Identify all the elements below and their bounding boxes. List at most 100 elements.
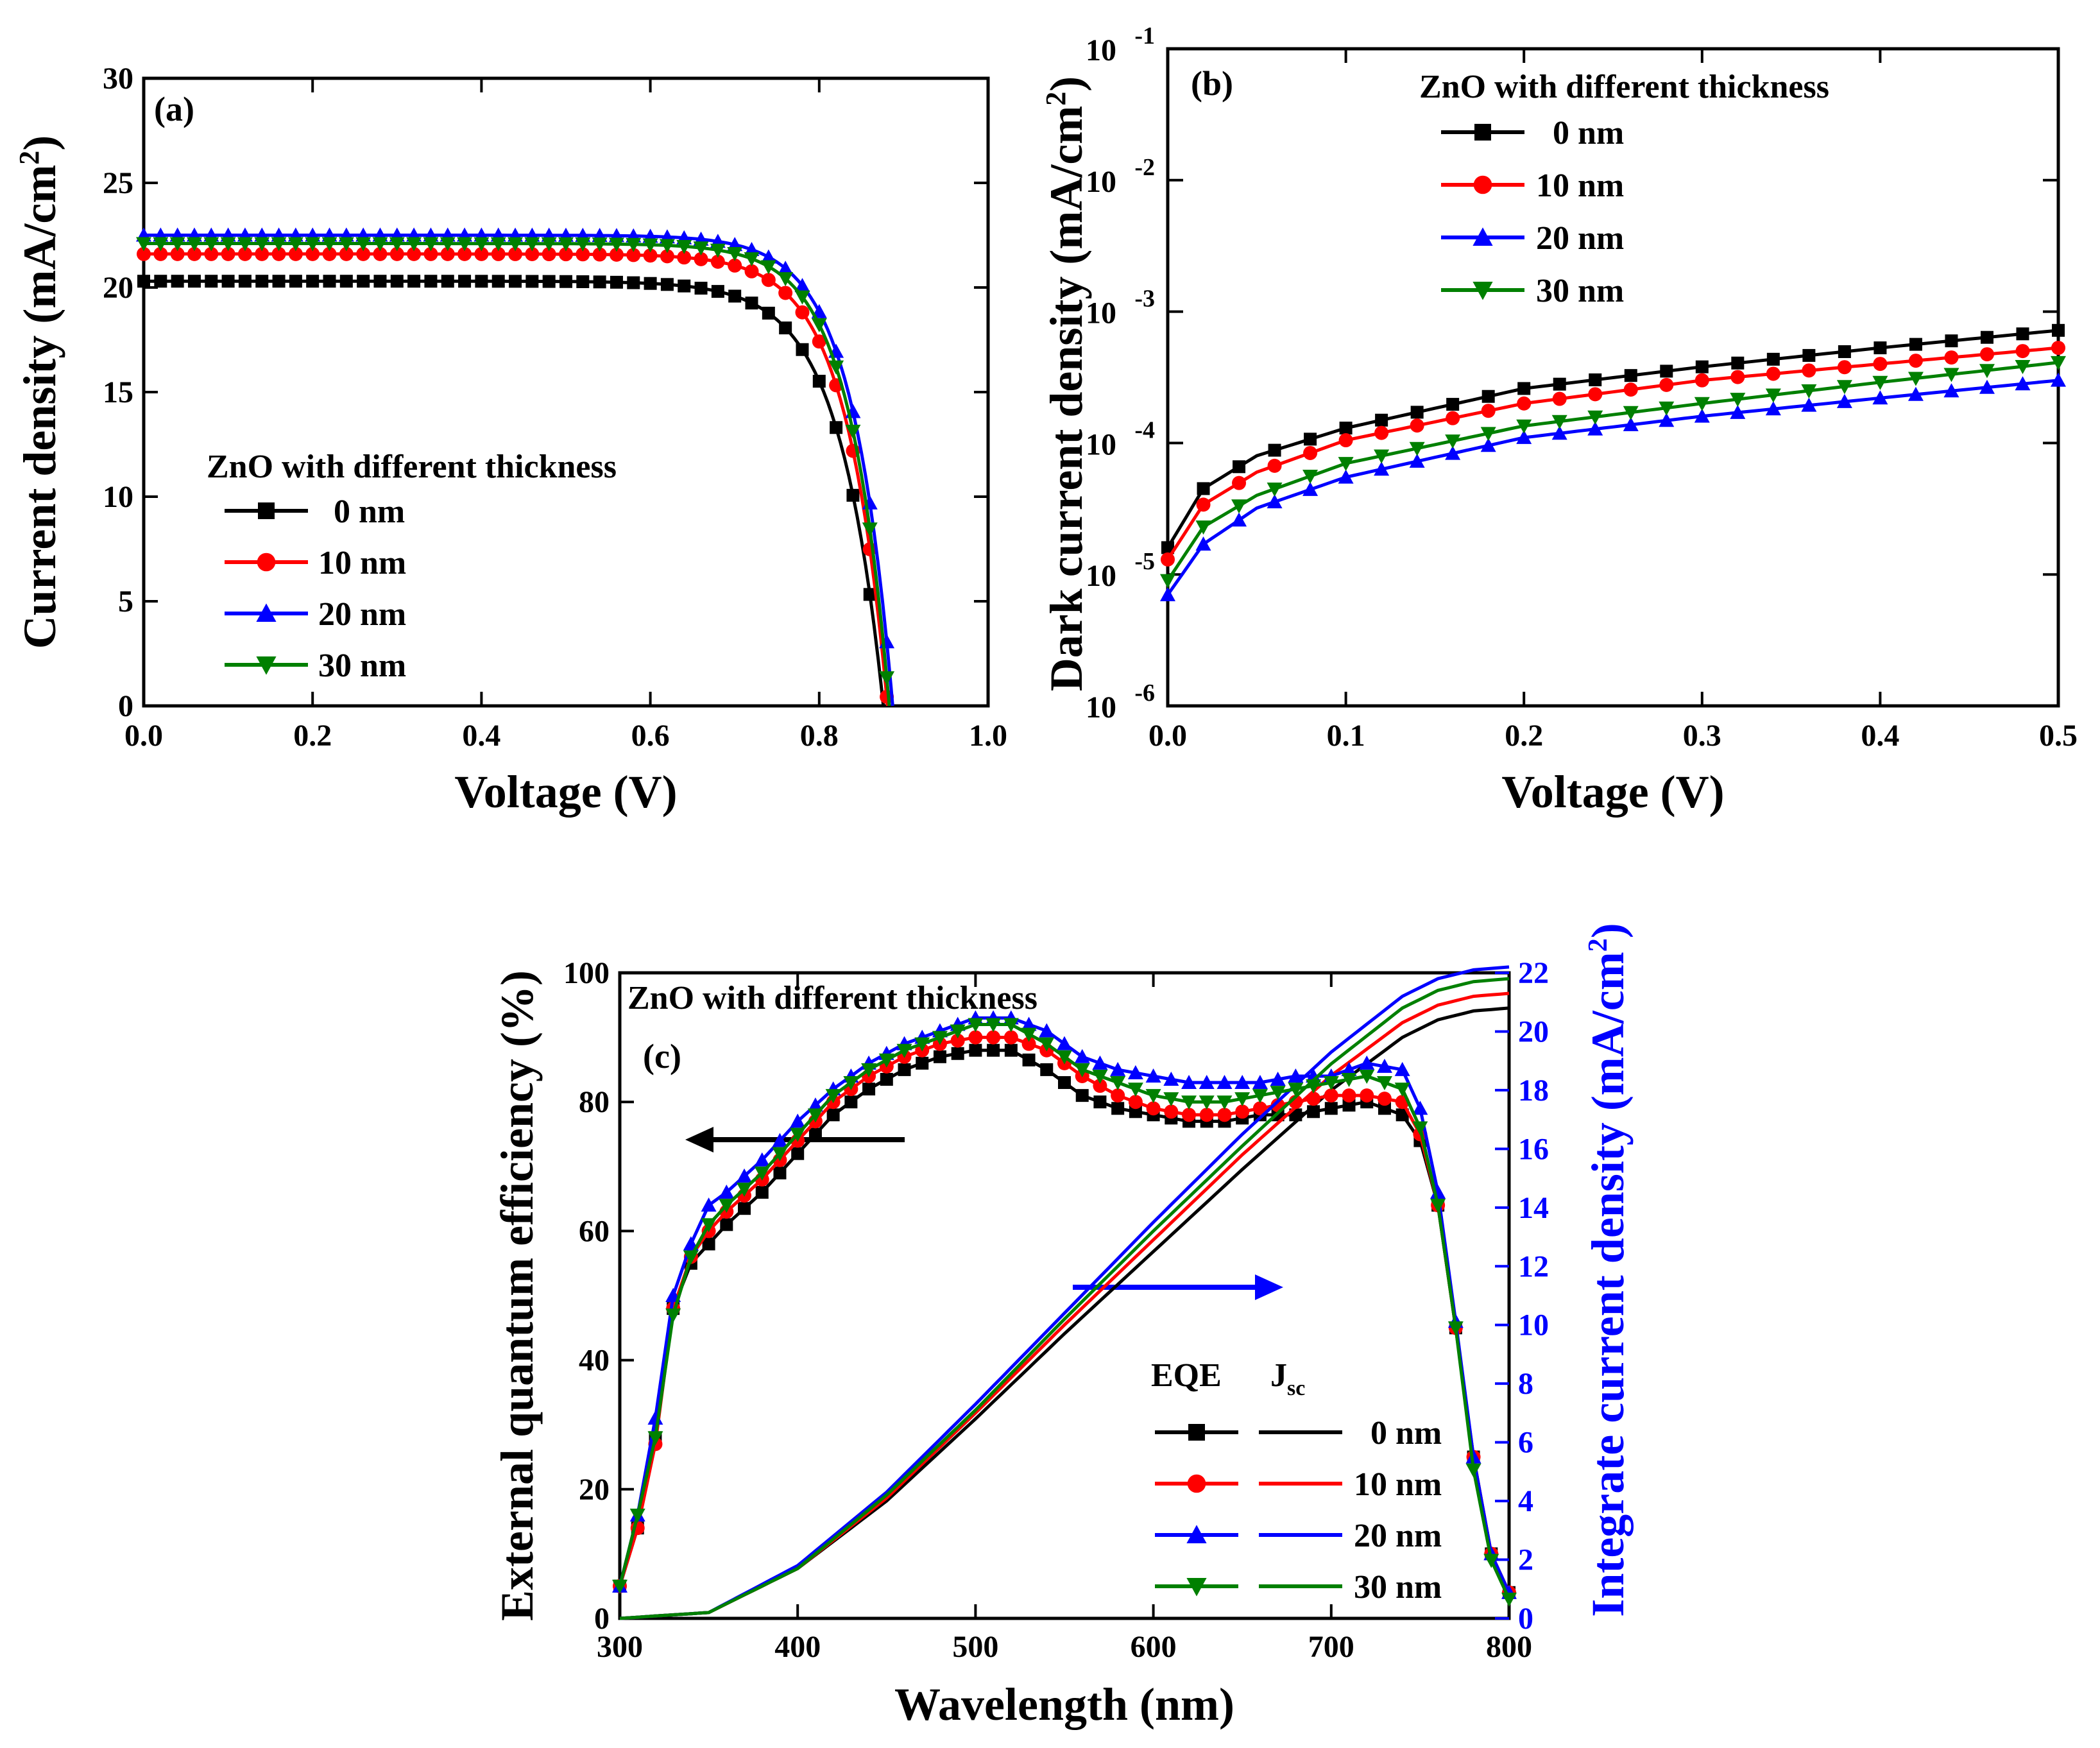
data-point-0-nm	[525, 275, 539, 288]
data-point-0-nm	[1304, 433, 1317, 446]
data-point-30-nm	[1587, 410, 1603, 425]
data-point-30-nm	[794, 290, 810, 305]
data-point-30-nm	[287, 237, 303, 252]
data-point-0-nm	[339, 275, 353, 288]
data-point-10-nm	[542, 247, 556, 262]
panel-label-a: (a)	[154, 90, 194, 128]
eqe-point-10-nm	[1235, 1104, 1250, 1119]
data-point-0-nm	[779, 321, 792, 335]
y-tick-label-c-right: 14	[1518, 1191, 1549, 1225]
eqe-point-20-nm	[719, 1185, 735, 1199]
data-point-10-nm	[322, 246, 337, 261]
eqe-point-0-nm	[755, 1186, 769, 1199]
eqe-point-0-nm	[880, 1072, 893, 1086]
data-point-10-nm	[474, 246, 489, 261]
y-tick-label-c: 40	[579, 1344, 610, 1378]
eqe-point-0-nm	[1075, 1089, 1089, 1102]
eqe-point-0-nm	[738, 1202, 751, 1215]
eqe-point-20-nm	[701, 1197, 717, 1212]
eqe-line-0-nm	[618, 1049, 1511, 1593]
x-tick-label-b: 0.4	[1861, 719, 1899, 753]
data-point-0-nm	[373, 275, 387, 288]
data-point-0-nm	[1945, 334, 1958, 348]
data-point-10-nm	[423, 246, 438, 261]
y-tick-label-b-exp: -2	[1134, 154, 1155, 181]
data-point-10-nm	[626, 248, 641, 262]
eqe-point-30-nm	[950, 1024, 966, 1039]
y-tick-label-c-right: 20	[1518, 1015, 1549, 1049]
jsc-line-30-nm	[619, 977, 1510, 1620]
data-point-20-nm	[1338, 469, 1354, 484]
eqe-point-10-nm	[1252, 1101, 1267, 1116]
data-point-30-nm	[727, 247, 743, 262]
data-point-30-nm	[457, 237, 473, 252]
data-point-30-nm	[575, 237, 591, 252]
data-point-10-nm	[1979, 347, 1994, 362]
data-point-0-nm	[171, 275, 184, 288]
data-point-30-nm	[710, 243, 726, 258]
eqe-point-30-nm	[914, 1037, 930, 1052]
y-tick-label-c: 0	[594, 1602, 610, 1636]
data-point-10-nm	[643, 248, 658, 263]
data-point-30-nm	[1659, 401, 1675, 416]
y-tick-label-c-right: 12	[1518, 1249, 1549, 1283]
legend-marker-b	[1473, 227, 1493, 246]
data-point-0-nm	[424, 275, 438, 288]
data-point-0-nm	[390, 275, 404, 288]
legend-marker-c	[1186, 1578, 1207, 1597]
data-point-20-nm	[1872, 390, 1888, 405]
y-tick-label-a: 20	[103, 271, 133, 305]
legend-label-c: 30 nm	[1354, 1569, 1442, 1606]
series-line-20-nm	[1166, 379, 2059, 596]
y-tick-label-c-right: 18	[1518, 1074, 1549, 1108]
data-point-0-nm	[1268, 443, 1281, 457]
data-point-0-nm	[812, 375, 826, 388]
data-point-30-nm	[693, 241, 709, 256]
eqe-point-0-nm	[1378, 1102, 1391, 1115]
eqe-point-10-nm	[1003, 1030, 1018, 1045]
eqe-point-30-nm	[1216, 1095, 1233, 1110]
data-point-10-nm	[1908, 354, 1923, 368]
data-point-10-nm	[778, 286, 793, 300]
data-point-10-nm	[1552, 391, 1567, 406]
data-point-0-nm	[542, 275, 556, 288]
data-point-20-nm	[1480, 438, 1496, 452]
x-tick-label-c: 700	[1308, 1630, 1354, 1664]
data-point-30-nm	[845, 424, 861, 439]
y-axis-label-b: Dark current density (mA/cm2)	[1040, 76, 1092, 692]
data-point-30-nm	[524, 237, 540, 252]
y-axis-label-b-end: )	[1041, 76, 1092, 92]
panel-a: 0.0 0.2 0.4 0.6 0.8 1.0 0 5 10 15 20 25 30 Voltage (V…	[13, 62, 1007, 818]
legend-label-b: 30 nm	[1536, 273, 1624, 309]
y-tick-label-b: 10	[1086, 427, 1116, 461]
eqe-point-30-nm	[1092, 1069, 1108, 1084]
y-axis-label-c-right-main: Integrate current density (mA/cm	[1582, 952, 1634, 1616]
eqe-point-0-nm	[1022, 1053, 1036, 1067]
eqe-point-20-nm	[1412, 1101, 1428, 1115]
eqe-point-20-nm	[1394, 1061, 1410, 1076]
data-point-30-nm	[1338, 457, 1354, 472]
data-point-30-nm	[1801, 384, 1817, 398]
eqe-point-20-nm	[1057, 1036, 1072, 1050]
y-axis-label-c-right-end: )	[1582, 923, 1634, 938]
data-point-20-nm	[1551, 425, 1567, 440]
data-point-30-nm	[440, 237, 456, 252]
data-point-30-nm	[1302, 470, 1319, 484]
data-point-10-nm	[237, 246, 252, 261]
eqe-point-30-nm	[932, 1031, 948, 1045]
eqe-point-10-nm	[1199, 1108, 1214, 1122]
legend-marker-b	[1473, 175, 1492, 194]
eqe-point-20-nm	[1199, 1075, 1215, 1090]
data-point-0-nm	[762, 306, 775, 320]
data-point-0-nm	[2052, 323, 2065, 337]
data-point-30-nm	[186, 237, 202, 252]
data-point-0-nm	[644, 277, 657, 290]
x-tick-label-c: 400	[774, 1630, 821, 1664]
data-point-0-nm	[863, 588, 876, 601]
data-point-0-nm	[627, 276, 640, 289]
data-point-20-nm	[1943, 383, 1959, 398]
eqe-point-0-nm	[773, 1166, 787, 1179]
legend-label-a: 10 nm	[318, 545, 406, 581]
data-point-10-nm	[1517, 396, 1532, 411]
data-point-30-nm	[608, 237, 624, 252]
